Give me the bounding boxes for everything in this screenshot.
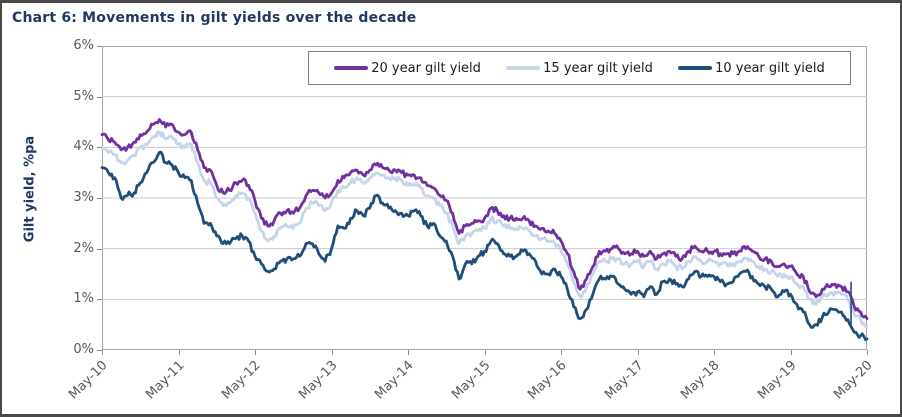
y-tick-mark <box>97 96 102 98</box>
chart-svg <box>100 46 869 350</box>
y-tick-label: 5% <box>73 88 94 104</box>
x-tick-mark <box>408 350 409 355</box>
x-tick-mark <box>637 350 639 355</box>
legend-line-swatch-20yr <box>334 66 369 70</box>
x-tick-mark <box>561 350 562 355</box>
x-tick-label: May-10 <box>66 358 111 403</box>
x-tick-mark <box>102 350 103 355</box>
x-tick-label: May-12 <box>219 358 264 403</box>
x-tick-label: May-16 <box>525 358 570 403</box>
x-tick-label: May-18 <box>678 358 723 403</box>
legend-item-10yr: 10 year gilt yield <box>678 61 825 76</box>
y-tick-mark <box>97 46 102 47</box>
x-tick-mark <box>867 350 868 355</box>
x-tick-label: May-11 <box>142 358 188 403</box>
x-tick-mark <box>178 350 180 355</box>
x-tick-label: May-13 <box>295 358 341 403</box>
x-tick-label: May-15 <box>448 358 494 403</box>
y-tick-label: 6% <box>73 38 94 53</box>
y-tick-label: 4% <box>73 139 94 155</box>
y-tick-mark <box>97 248 102 250</box>
legend-line-swatch-10yr <box>678 66 713 70</box>
x-tick-label: May-19 <box>754 358 800 403</box>
x-tick-mark <box>484 350 486 355</box>
x-tick-label: May-17 <box>601 358 647 403</box>
x-tick-mark <box>790 350 792 355</box>
series-line-10-year-gilt-yield <box>100 150 869 342</box>
series-line-15-year-gilt-yield <box>100 129 869 328</box>
x-tick-mark <box>714 350 715 355</box>
legend-item-15yr: 15 year gilt yield <box>506 61 653 76</box>
y-tick-label: 2% <box>73 240 94 256</box>
series-line-20-year-gilt-yield <box>100 118 869 320</box>
x-tick-mark <box>255 350 256 355</box>
x-tick-label: May-14 <box>372 358 417 403</box>
legend-label-10yr: 10 year gilt yield <box>715 60 825 76</box>
legend-item-20yr: 20 year gilt yield <box>334 61 481 76</box>
y-tick-label: 3% <box>73 190 94 205</box>
y-tick-mark <box>97 350 102 351</box>
legend-label-20yr: 20 year gilt yield <box>371 60 481 76</box>
x-tick-mark <box>331 350 333 355</box>
y-tick-mark <box>97 147 102 149</box>
chart-title: Chart 6: Movements in gilt yields over t… <box>12 10 417 26</box>
y-tick-label: 1% <box>73 291 94 307</box>
y-tick-label: 0% <box>73 342 94 357</box>
x-tick-label: May-20 <box>831 358 876 403</box>
chart-legend: 20 year gilt yield 15 year gilt yield 10… <box>308 51 851 85</box>
y-tick-mark <box>97 198 102 199</box>
plot-area <box>100 46 869 350</box>
legend-line-swatch-15yr <box>506 66 541 70</box>
y-axis-title: Gilt yield, %pa <box>22 135 38 243</box>
y-tick-mark <box>97 299 102 301</box>
legend-label-15yr: 15 year gilt yield <box>543 60 653 76</box>
